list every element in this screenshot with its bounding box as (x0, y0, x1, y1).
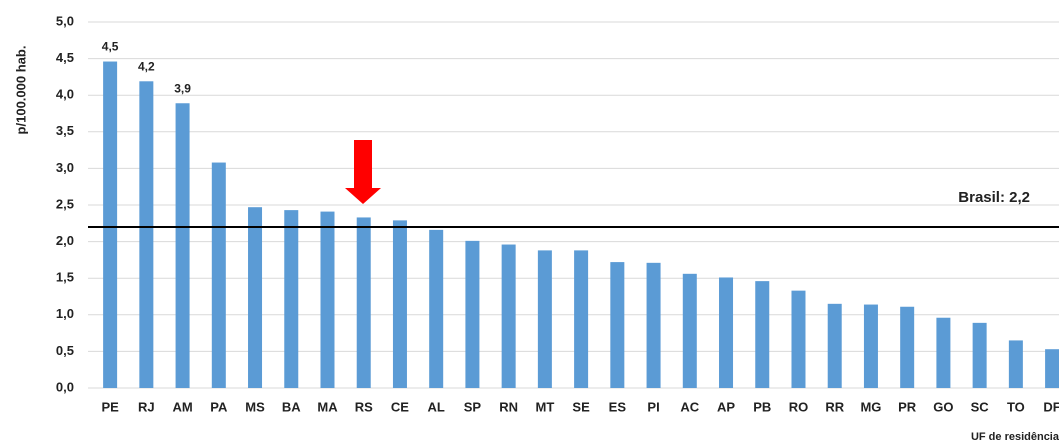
x-tick-label: RJ (138, 399, 155, 414)
y-tick-label: 5,0 (56, 13, 74, 28)
y-tick-label: 1,0 (56, 306, 74, 321)
y-tick-label: 2,0 (56, 233, 74, 248)
x-tick-label: SE (572, 399, 590, 414)
data-label: 3,9 (174, 81, 191, 95)
x-tick-label: CE (391, 399, 409, 414)
y-tick-label: 3,5 (56, 123, 74, 138)
data-label: 4,5 (102, 40, 119, 54)
bar (791, 290, 806, 388)
bar (103, 61, 118, 388)
bar (465, 240, 480, 388)
y-tick-label: 0,5 (56, 343, 74, 358)
bar (827, 303, 842, 388)
bar (139, 81, 154, 389)
y-tick-label: 1,5 (56, 270, 74, 285)
bar (501, 244, 516, 388)
bar (900, 306, 915, 388)
x-axis-title: UF de residência (971, 431, 1059, 443)
bar (682, 273, 697, 388)
y-tick-label: 2,5 (56, 196, 74, 211)
bar (1045, 349, 1059, 388)
bar (1008, 340, 1023, 388)
bar (755, 281, 770, 388)
reference-label: Brasil: 2,2 (958, 189, 1030, 206)
bar (719, 277, 734, 388)
x-tick-label: RN (499, 399, 518, 414)
x-tick-label: SP (464, 399, 482, 414)
bar (320, 211, 335, 388)
bar (429, 229, 444, 388)
x-tick-label: PB (753, 399, 771, 414)
x-tick-label: MG (860, 399, 881, 414)
x-tick-label: SC (971, 399, 990, 414)
data-label: 4,2 (138, 59, 155, 73)
x-tick-label: MT (535, 399, 554, 414)
bar (936, 317, 951, 388)
x-tick-label: RS (355, 399, 373, 414)
x-tick-label: TO (1007, 399, 1025, 414)
y-tick-label: 4,0 (56, 87, 74, 102)
x-tick-label: AL (428, 399, 445, 414)
y-tick-label: 4,5 (56, 50, 74, 65)
x-tick-label: GO (933, 399, 953, 414)
x-tick-label: RO (789, 399, 809, 414)
x-tick-label: MS (245, 399, 265, 414)
bar (392, 220, 407, 388)
arrow (345, 140, 381, 204)
bar (248, 207, 263, 388)
bar (211, 162, 226, 388)
bar (646, 262, 661, 388)
y-tick-label: 0,0 (56, 379, 74, 394)
x-tick-label: AM (172, 399, 192, 414)
x-tick-label: DF (1043, 399, 1059, 414)
bar (284, 210, 299, 388)
x-tick-label: AP (717, 399, 735, 414)
x-tick-label: PR (898, 399, 917, 414)
bar (356, 217, 371, 388)
x-tick-label: PE (101, 399, 119, 414)
x-tick-label: PI (647, 399, 659, 414)
x-tick-label: MA (317, 399, 338, 414)
x-tick-label: AC (680, 399, 699, 414)
y-tick-label: 3,0 (56, 160, 74, 175)
x-tick-label: ES (609, 399, 627, 414)
y-axis-title: p/100.000 hab. (13, 46, 28, 135)
x-tick-label: PA (210, 399, 228, 414)
bar (863, 304, 878, 388)
bar (537, 250, 552, 388)
bar (175, 103, 190, 388)
bar (972, 322, 987, 388)
x-tick-label: BA (282, 399, 301, 414)
bar (574, 250, 589, 388)
bar (610, 262, 625, 388)
x-tick-label: RR (825, 399, 844, 414)
